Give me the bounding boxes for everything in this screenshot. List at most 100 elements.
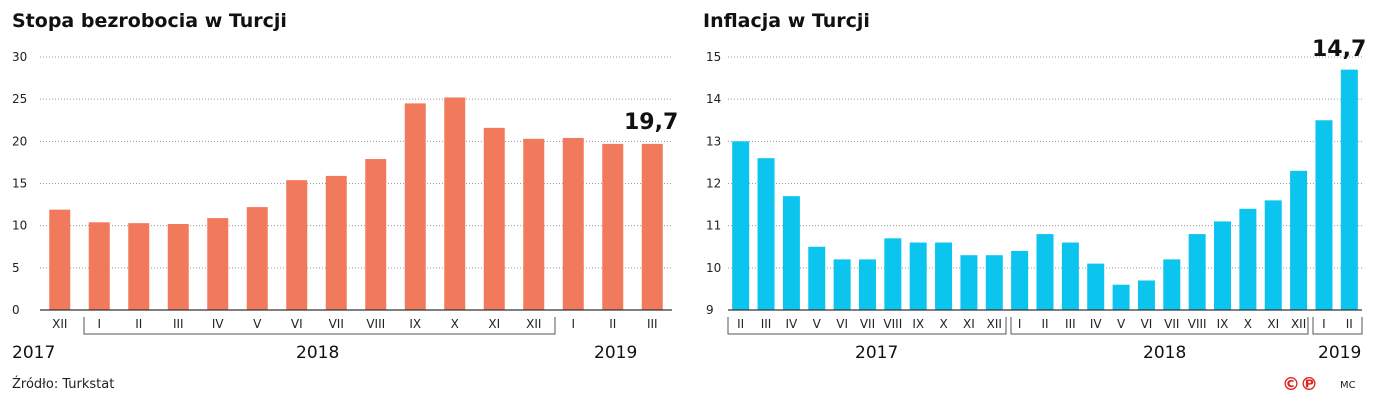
bar	[88, 222, 110, 310]
x-tick-label: IV	[212, 317, 225, 331]
y-tick-label: 12	[706, 177, 721, 191]
bars	[49, 97, 663, 310]
bar	[49, 209, 71, 310]
bar	[782, 196, 800, 310]
y-tick-label: 10	[706, 261, 721, 275]
bar	[1061, 242, 1079, 310]
x-tick-label: XII	[1291, 317, 1306, 331]
bar	[960, 255, 978, 310]
bar	[732, 141, 750, 310]
year-bracket	[1010, 317, 1309, 335]
bar	[884, 238, 902, 310]
x-tick-label: XII	[526, 317, 541, 331]
x-tick-label: VIII	[1188, 317, 1207, 331]
x-tick-label: VI	[291, 317, 303, 331]
x-tick-label: III	[647, 317, 658, 331]
author-initials: MC	[1340, 380, 1356, 391]
bar	[602, 143, 624, 310]
x-tick-label: VIII	[366, 317, 385, 331]
year-label: 2018	[296, 343, 339, 363]
x-tick-label: II	[1041, 317, 1048, 331]
bar	[246, 207, 268, 310]
y-tick-label: 15	[12, 177, 27, 191]
bar	[641, 143, 663, 310]
bar	[1188, 234, 1206, 310]
bar	[935, 242, 953, 310]
bar	[483, 127, 505, 310]
bar	[1315, 120, 1333, 310]
y-tick-label: 13	[706, 134, 721, 148]
x-tick-label: II	[135, 317, 142, 331]
x-tick-label: VI	[836, 317, 848, 331]
bar	[167, 223, 189, 310]
x-tick-labels: II III IV V VI VII VIII IX X XI XII I II III IV V VI VII V…	[737, 317, 1353, 331]
y-tick-label: 15	[706, 50, 721, 64]
x-tick-label: IX	[1217, 317, 1229, 331]
chart-title: Stopa bezrobocia w Turcji	[12, 10, 287, 32]
x-tick-label: XI	[1267, 317, 1279, 331]
x-tick-label: X	[939, 317, 947, 331]
chart-title: Inflacja w Turcji	[703, 10, 870, 32]
y-tick-label: 14	[706, 92, 721, 106]
year-label: 2017	[855, 343, 898, 363]
x-tick-label: VII	[860, 317, 875, 331]
bar	[523, 138, 545, 310]
bar	[1137, 280, 1155, 310]
x-tick-label: II	[737, 317, 744, 331]
y-tick-label: 11	[706, 219, 721, 233]
bar	[1087, 263, 1105, 310]
year-label: 2019	[594, 343, 637, 363]
bar	[1011, 250, 1029, 310]
x-tick-label: X	[451, 317, 459, 331]
bar	[858, 259, 876, 310]
x-tick-label: XI	[963, 317, 975, 331]
x-tick-label: VIII	[883, 317, 902, 331]
x-tick-label: III	[1065, 317, 1076, 331]
year-bracket	[1312, 317, 1363, 335]
y-tick-label: 0	[12, 303, 20, 317]
bar	[207, 218, 229, 310]
bar	[1264, 200, 1282, 310]
bar	[1290, 170, 1308, 310]
y-tick-labels: 0 5 10 15 20 25 30	[12, 50, 27, 317]
year-label: 2017	[12, 343, 55, 363]
x-tick-label: I	[571, 317, 575, 331]
x-tick-label: II	[609, 317, 616, 331]
y-tick-label: 30	[12, 50, 27, 64]
bar	[1340, 69, 1358, 311]
x-tick-label: I	[1322, 317, 1326, 331]
bar	[128, 223, 150, 310]
x-tick-label: I	[1018, 317, 1022, 331]
bars	[732, 69, 1358, 311]
bar	[909, 242, 927, 310]
y-tick-label: 5	[12, 261, 20, 275]
x-tick-label: XII	[52, 317, 67, 331]
x-tick-label: III	[761, 317, 772, 331]
x-tick-label: I	[97, 317, 101, 331]
bar	[985, 255, 1003, 310]
bar	[1036, 234, 1054, 310]
y-tick-label: 10	[12, 219, 27, 233]
y-tick-label: 9	[706, 303, 714, 317]
bar	[808, 246, 826, 310]
x-tick-label: III	[173, 317, 184, 331]
bar	[1214, 221, 1232, 310]
bar	[365, 159, 387, 310]
year-bracket	[83, 317, 556, 335]
year-bracket	[727, 317, 1007, 335]
x-tick-label: VII	[1164, 317, 1179, 331]
y-tick-labels: 9 10 11 12 13 14 15	[706, 50, 721, 317]
y-tick-label: 20	[12, 134, 27, 148]
x-tick-label: V	[1117, 317, 1126, 331]
x-tick-label: IV	[1090, 317, 1103, 331]
publisher-logo: ©℗	[1282, 374, 1318, 395]
bar	[444, 97, 466, 310]
x-tick-label: IX	[409, 317, 421, 331]
bar	[1163, 259, 1181, 310]
x-tick-label: IX	[912, 317, 924, 331]
year-label: 2018	[1143, 343, 1186, 363]
x-tick-label: XI	[488, 317, 500, 331]
y-tick-label: 25	[12, 92, 27, 106]
